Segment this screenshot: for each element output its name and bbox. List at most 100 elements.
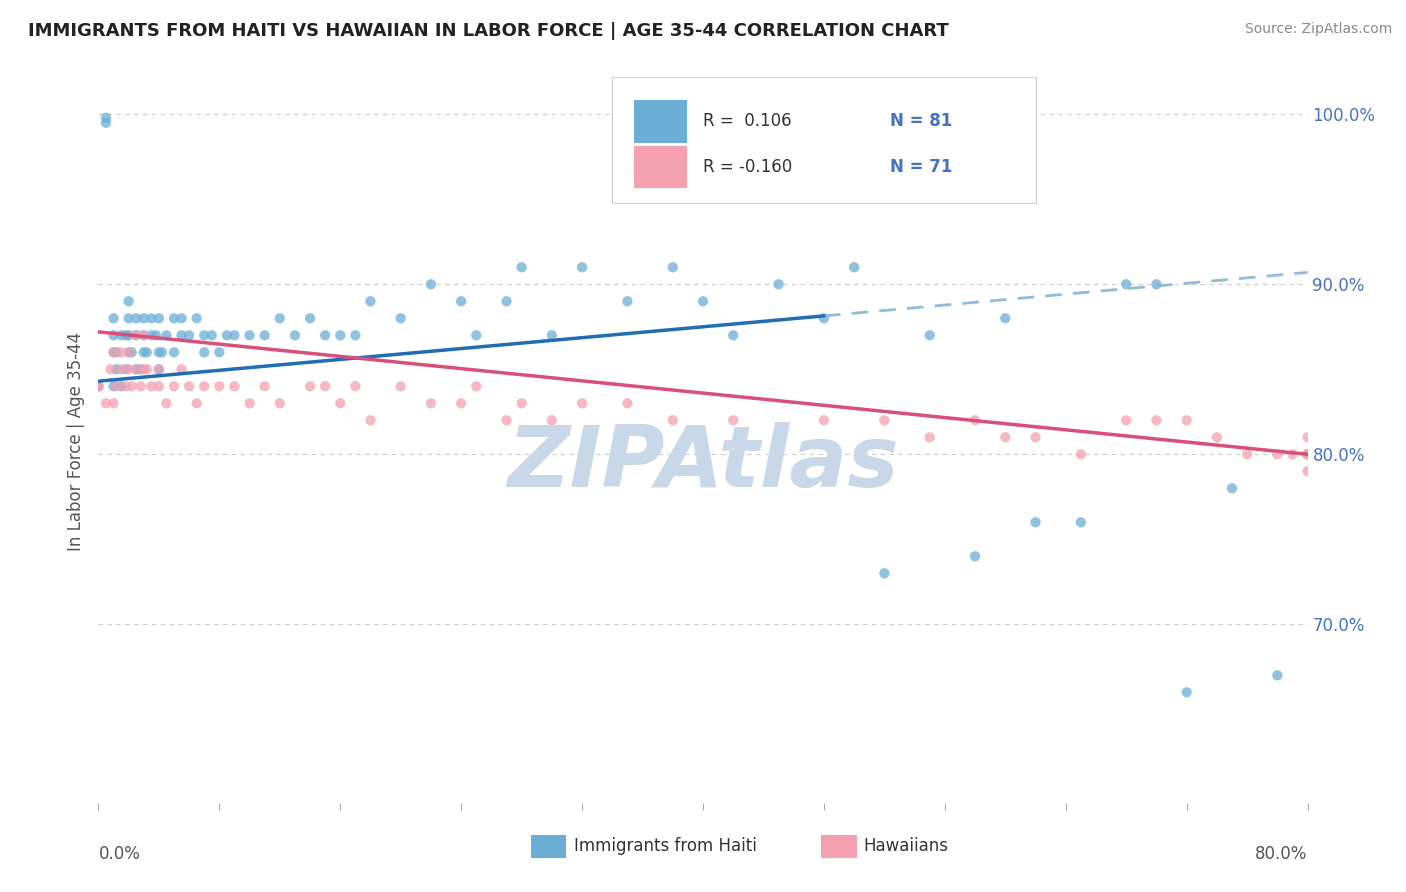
Point — [540, 413, 562, 427]
Point — [1144, 413, 1167, 427]
Point — [344, 379, 367, 393]
Text: R = -0.160: R = -0.160 — [703, 158, 792, 176]
Point — [208, 379, 231, 393]
Point — [1281, 447, 1303, 461]
Point — [118, 345, 141, 359]
Text: 0.0%: 0.0% — [98, 846, 141, 863]
Point — [571, 396, 593, 410]
FancyBboxPatch shape — [613, 77, 1035, 203]
Point — [253, 328, 276, 343]
Point — [616, 396, 638, 410]
Point — [135, 362, 157, 376]
Point — [103, 328, 125, 343]
Point — [965, 549, 987, 564]
Point — [510, 396, 533, 410]
Point — [1070, 516, 1092, 530]
Text: ZIPAtlas: ZIPAtlas — [508, 422, 898, 505]
Point — [155, 396, 177, 410]
Point — [129, 362, 152, 376]
Point — [360, 413, 382, 427]
Point — [94, 116, 117, 130]
Point — [87, 379, 110, 393]
Point — [87, 379, 110, 393]
Point — [179, 379, 201, 393]
Point — [201, 328, 224, 343]
FancyBboxPatch shape — [634, 100, 688, 143]
Point — [284, 328, 307, 343]
Point — [224, 379, 246, 393]
Text: N = 81: N = 81 — [890, 112, 953, 130]
Point — [239, 328, 262, 343]
Point — [193, 345, 215, 359]
Text: Source: ZipAtlas.com: Source: ZipAtlas.com — [1244, 22, 1392, 37]
Point — [193, 379, 215, 393]
Point — [148, 345, 170, 359]
Point — [110, 362, 132, 376]
Point — [141, 379, 163, 393]
Point — [170, 311, 193, 326]
Point — [389, 379, 412, 393]
Point — [1296, 447, 1319, 461]
Point — [269, 396, 291, 410]
Point — [103, 311, 125, 326]
Point — [132, 328, 155, 343]
Point — [768, 430, 790, 444]
Point — [103, 345, 125, 359]
Point — [329, 328, 352, 343]
Point — [125, 362, 148, 376]
Point — [918, 328, 941, 343]
Point — [329, 396, 352, 410]
Point — [170, 328, 193, 343]
Point — [87, 379, 110, 393]
Point — [1296, 447, 1319, 461]
Point — [1296, 447, 1319, 461]
Point — [723, 413, 745, 427]
Point — [1296, 430, 1319, 444]
Point — [873, 566, 896, 581]
Point — [994, 311, 1017, 326]
Point — [495, 294, 517, 309]
Point — [1115, 413, 1137, 427]
Point — [1175, 685, 1198, 699]
Y-axis label: In Labor Force | Age 35-44: In Labor Force | Age 35-44 — [66, 332, 84, 551]
Point — [150, 345, 173, 359]
Point — [965, 413, 987, 427]
Point — [132, 328, 155, 343]
Text: N = 71: N = 71 — [890, 158, 953, 176]
Point — [135, 345, 157, 359]
Point — [918, 430, 941, 444]
Point — [125, 328, 148, 343]
Point — [132, 362, 155, 376]
Point — [121, 379, 143, 393]
Point — [269, 311, 291, 326]
Point — [1296, 447, 1319, 461]
Point — [299, 311, 322, 326]
Point — [186, 396, 208, 410]
Point — [114, 362, 136, 376]
Point — [170, 362, 193, 376]
Point — [114, 379, 136, 393]
Point — [118, 311, 141, 326]
Point — [495, 413, 517, 427]
Point — [253, 379, 276, 393]
Point — [103, 396, 125, 410]
Point — [105, 379, 128, 393]
Point — [148, 362, 170, 376]
Point — [661, 260, 683, 275]
Point — [163, 311, 186, 326]
Point — [141, 311, 163, 326]
Point — [125, 362, 148, 376]
Point — [1175, 413, 1198, 427]
Point — [1267, 668, 1289, 682]
Point — [110, 379, 132, 393]
Point — [540, 328, 562, 343]
Point — [1024, 516, 1046, 530]
Point — [314, 328, 336, 343]
Point — [420, 277, 443, 292]
Point — [360, 294, 382, 309]
Point — [132, 345, 155, 359]
Point — [1220, 481, 1243, 495]
Point — [344, 328, 367, 343]
Point — [114, 328, 136, 343]
Point — [125, 311, 148, 326]
